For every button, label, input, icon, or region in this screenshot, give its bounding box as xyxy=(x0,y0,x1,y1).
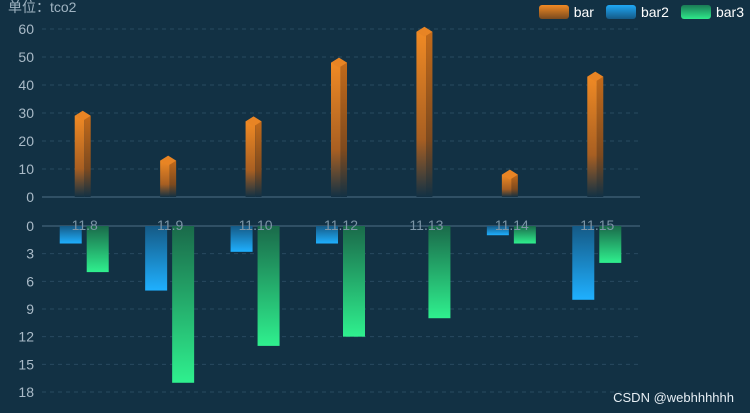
legend-item-bar[interactable]: bar xyxy=(538,4,594,20)
bar-column xyxy=(587,71,604,197)
bar-cap xyxy=(587,71,604,82)
top-y-tick-label: 10 xyxy=(18,161,34,177)
top-y-tick-label: 40 xyxy=(18,77,34,93)
top-y-tick-label: 60 xyxy=(18,21,34,37)
top-y-tick-label: 50 xyxy=(18,49,34,65)
bar-column xyxy=(331,57,347,197)
legend-label-bar2: bar2 xyxy=(640,4,669,20)
bar-cap xyxy=(74,110,91,121)
legend-swatch-bar3 xyxy=(680,5,711,19)
legend-label-bar: bar xyxy=(573,4,594,20)
x-category-label: 11.13 xyxy=(409,217,443,233)
bar-front xyxy=(160,160,170,197)
bar3-bar xyxy=(172,226,195,383)
bar-cap xyxy=(331,57,347,68)
bar3-bar xyxy=(513,226,536,244)
bar-front xyxy=(501,174,512,197)
x-category-label: 11.9 xyxy=(157,217,183,233)
bar-column xyxy=(245,116,262,197)
bar3-bar xyxy=(428,226,451,319)
bar-cap xyxy=(501,169,518,180)
bar-cap xyxy=(160,155,177,166)
bar2-bar xyxy=(572,226,595,300)
bar2-bar xyxy=(145,226,168,291)
legend-label-bar3: bar3 xyxy=(715,4,744,20)
bottom-y-tick-label: 15 xyxy=(18,356,34,372)
legend-item-bar3[interactable]: bar3 xyxy=(680,4,744,20)
legend: bar bar2 bar3 xyxy=(538,4,744,20)
bar2-bar xyxy=(316,226,338,244)
legend-swatch-bar2 xyxy=(605,5,636,19)
bar3-bar xyxy=(343,226,365,337)
top-y-tick-label: 30 xyxy=(18,105,34,121)
bar-front xyxy=(416,31,427,197)
bar-cap xyxy=(245,116,262,127)
bar-front xyxy=(245,121,256,197)
bar-front xyxy=(74,115,85,197)
bar2-bar xyxy=(230,226,253,252)
bar-side xyxy=(511,174,518,197)
bar2-bar xyxy=(59,226,82,244)
bottom-y-tick-label: 9 xyxy=(26,301,34,317)
top-y-tick-label: 20 xyxy=(18,133,34,149)
bar-column xyxy=(74,110,91,197)
x-category-label: 11.14 xyxy=(495,217,529,233)
legend-item-bar2[interactable]: bar2 xyxy=(605,4,669,20)
bar-column xyxy=(501,169,518,197)
watermark: CSDN @webhhhhhh xyxy=(613,390,734,405)
top-y-tick-label: 0 xyxy=(26,189,34,205)
bar3-bar xyxy=(257,226,280,346)
x-category-label: 11.8 xyxy=(72,217,98,233)
bar3-bar xyxy=(599,226,622,263)
legend-swatch-bar xyxy=(538,5,569,19)
bar2-bar xyxy=(486,226,509,236)
x-category-label: 11.10 xyxy=(239,217,273,233)
bottom-y-tick-label: 3 xyxy=(26,246,34,262)
bar3-bar xyxy=(86,226,109,273)
bar-column xyxy=(416,26,433,197)
bottom-y-tick-label: 6 xyxy=(26,273,34,289)
bottom-y-tick-label: 18 xyxy=(18,384,34,400)
bar-side xyxy=(255,121,262,197)
bar-side xyxy=(84,115,91,197)
bar-cap xyxy=(416,26,433,37)
bottom-y-tick-label: 0 xyxy=(26,218,34,234)
bar-side xyxy=(426,31,433,197)
bar-front xyxy=(331,62,341,197)
bar-side xyxy=(169,160,177,197)
bottom-y-tick-label: 12 xyxy=(18,329,34,345)
x-category-label: 11.12 xyxy=(324,217,358,233)
x-category-label: 11.15 xyxy=(580,217,614,233)
bar-side xyxy=(596,76,604,197)
bar-column xyxy=(160,155,177,197)
unit-label: 单位：tco2 xyxy=(8,0,77,15)
bar-front xyxy=(587,76,597,197)
bar-side xyxy=(340,62,347,197)
